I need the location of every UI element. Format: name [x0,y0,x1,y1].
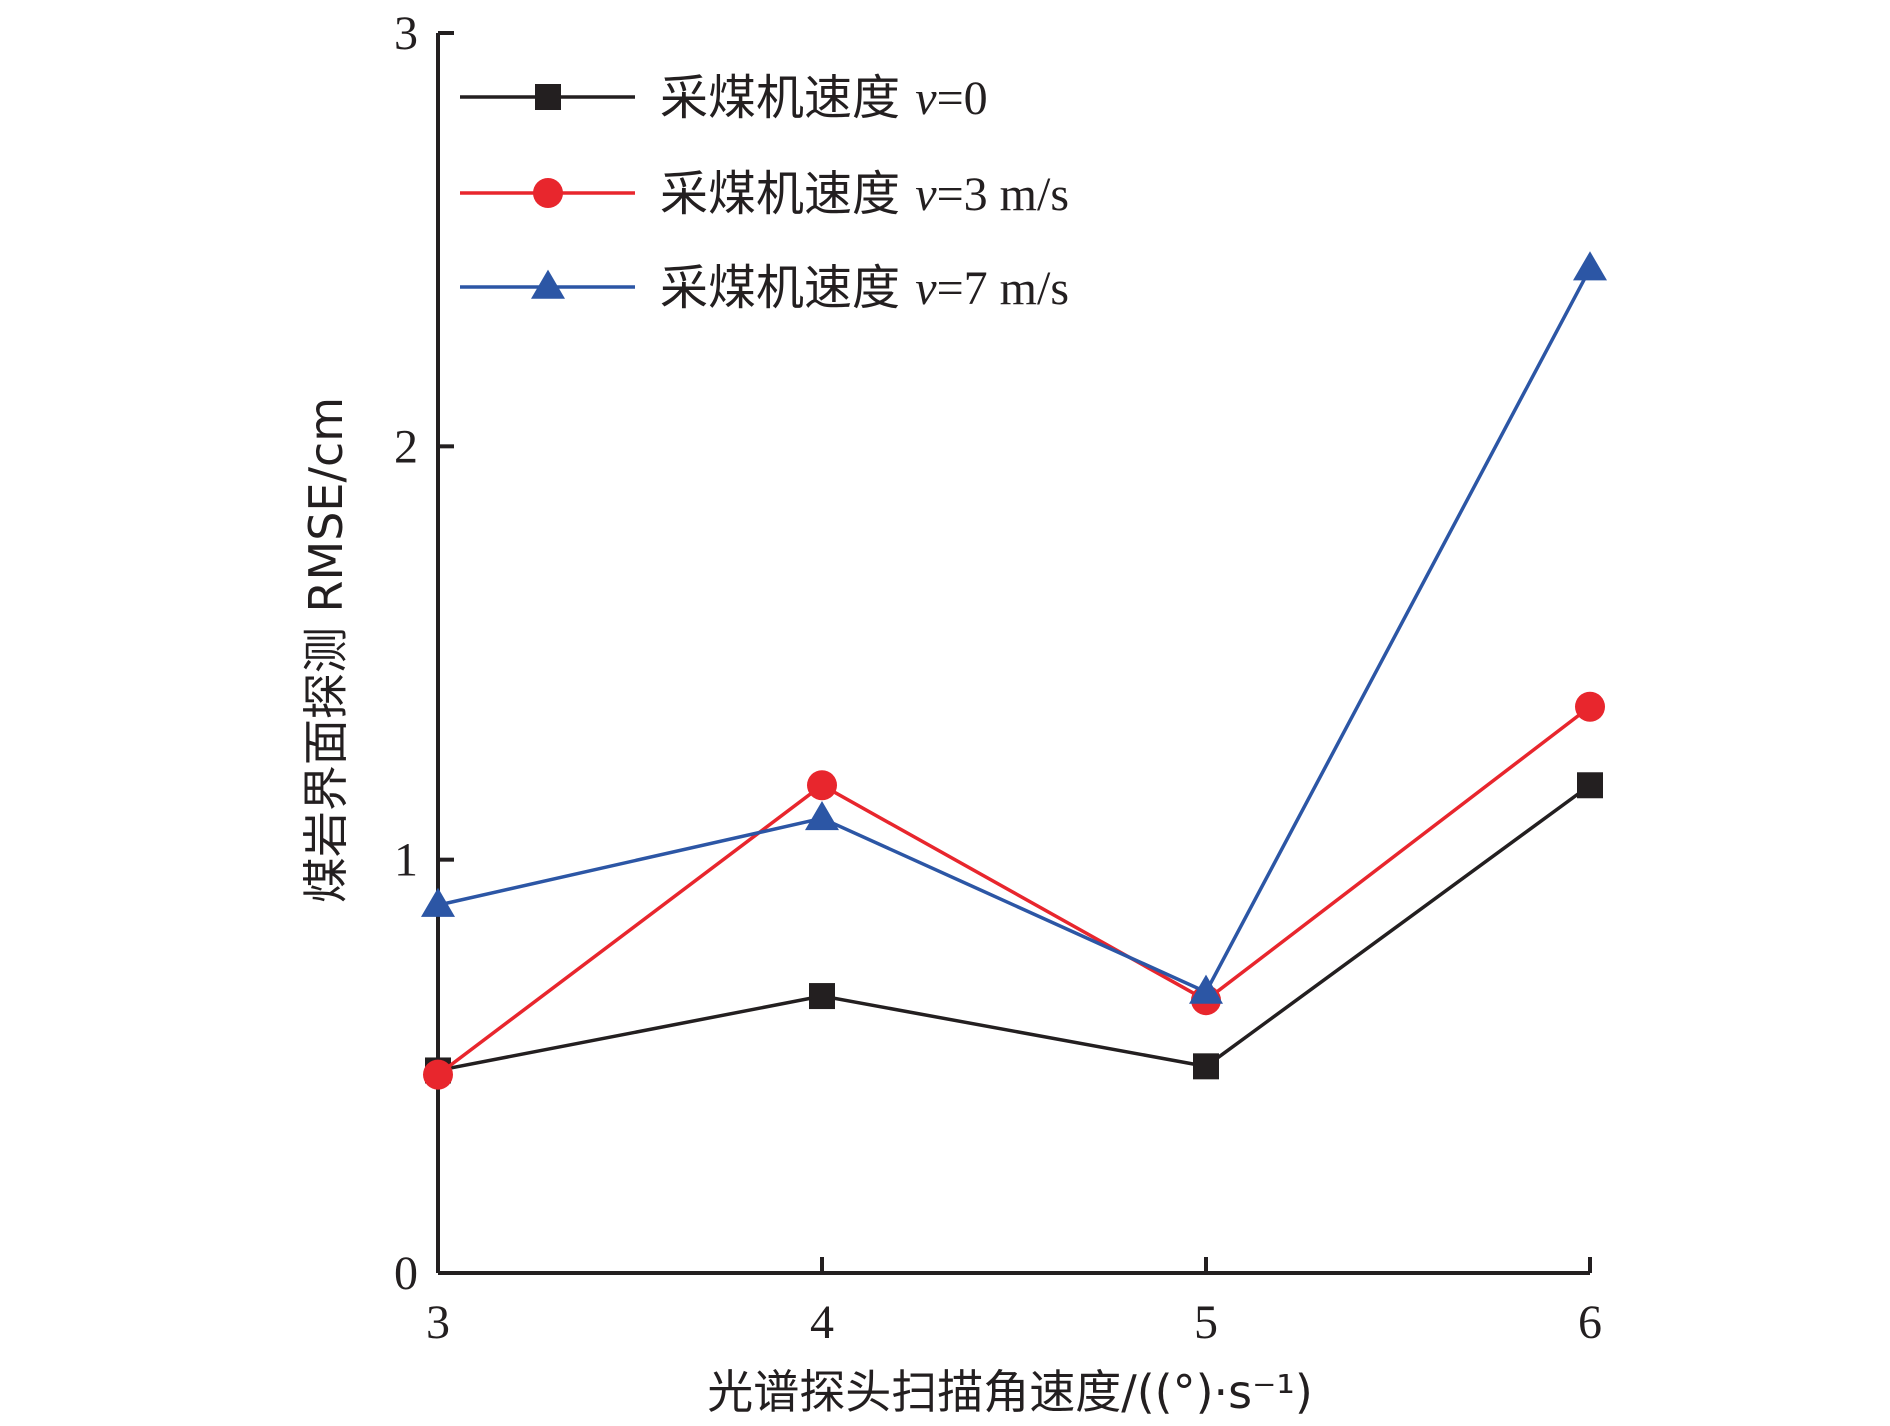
x-tick-label: 4 [810,1296,834,1349]
legend-marker [531,269,565,299]
data-point [1573,251,1607,281]
data-point [809,983,835,1010]
data-point [805,800,839,831]
data-point [807,770,837,801]
data-point [1189,974,1223,1004]
series-square [425,772,1603,1084]
data-series [421,251,1607,1090]
x-tick-label: 6 [1578,1296,1602,1349]
x-tick-label: 3 [426,1296,450,1349]
legend-marker [533,178,563,208]
legend-label: 采煤机速度 v=0 [660,70,988,126]
legend: 采煤机速度 v=0 采煤机速度 v=3 m/s 采煤机速度 v=7 m/s [460,70,1069,316]
series-triangle [421,251,1607,1004]
x-axis-title: 光谱探头扫描角速度/((°)·s⁻¹) [707,1365,1313,1419]
data-point [423,1059,453,1090]
axis-ticks: 0 1 2 3 3 4 5 6 [394,7,1602,1349]
series-circle [423,691,1605,1090]
series-line [437,783,1592,1073]
y-tick-label: 0 [394,1247,418,1300]
y-tick-label: 1 [394,834,418,887]
data-point [1193,1053,1219,1080]
legend-label: 采煤机速度 v=7 m/s [660,260,1069,316]
legend-item: 采煤机速度 v=7 m/s [460,260,1069,316]
legend-item: 采煤机速度 v=3 m/s [460,166,1069,222]
legend-label: 采煤机速度 v=3 m/s [660,166,1069,222]
data-point [1575,691,1605,722]
data-point [1577,772,1603,799]
y-axis-title: 煤岩界面探测 RMSE/cm [299,397,353,903]
legend-item: 采煤机速度 v=0 [460,70,988,126]
y-tick-label: 2 [394,420,418,473]
series-line [437,267,1592,995]
legend-marker [535,84,561,110]
y-tick-label: 3 [394,7,418,60]
data-point [421,887,455,917]
series-line [436,705,1592,1076]
x-tick-label: 5 [1194,1296,1218,1349]
